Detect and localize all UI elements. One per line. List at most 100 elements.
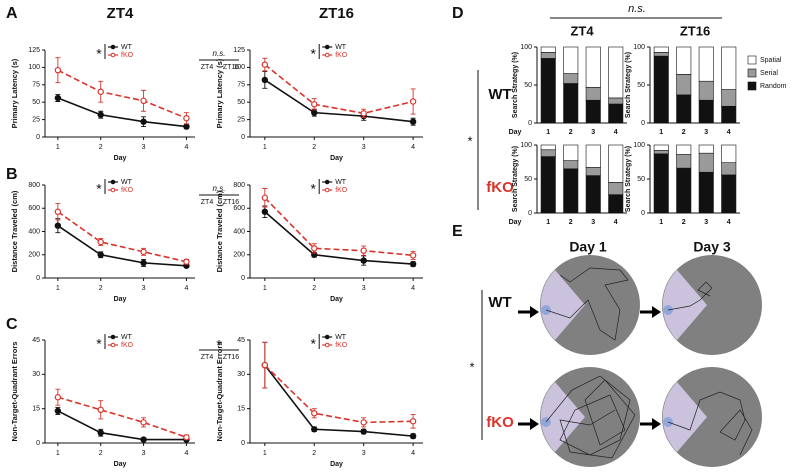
data-point — [54, 222, 62, 229]
y-tick-label: 200 — [233, 252, 245, 259]
y-tick-label: 75 — [32, 82, 40, 89]
bar-segment — [676, 94, 692, 124]
y-tick-label: 15 — [237, 406, 245, 413]
x-tick-label: 4 — [411, 285, 415, 292]
legend-label: fKO — [335, 52, 348, 59]
y-axis-label: Non-Target-Quadrant Errors — [10, 342, 19, 442]
y-tick-label: 0 — [36, 275, 40, 282]
x-axis-label: Day — [114, 155, 127, 162]
x-tick-label: 3 — [362, 450, 366, 457]
y-axis-label: Non-Target-Quadrant Errors — [215, 342, 224, 442]
significance: * — [96, 336, 102, 352]
y-tick-label: 0 — [241, 440, 245, 447]
data-point — [409, 260, 417, 268]
y-tick-label: 125 — [28, 47, 40, 54]
data-point — [183, 258, 190, 265]
y-tick-label: 30 — [237, 371, 245, 378]
bar-segment — [653, 150, 669, 155]
y-tick-label: 400 — [233, 228, 245, 235]
significance: * — [469, 359, 474, 374]
y-tick-label: 0 — [528, 120, 532, 127]
y-tick-label: 30 — [32, 371, 40, 378]
legend-label: Random — [760, 83, 787, 90]
bar-segment — [563, 46, 579, 74]
bar-segment — [608, 46, 624, 99]
comparison-label: n.s. — [213, 184, 226, 193]
data-point — [54, 208, 62, 215]
strategy-comparison: n.s. — [628, 3, 646, 15]
series-line — [57, 225, 187, 267]
data-point — [311, 426, 318, 433]
data-point — [360, 247, 367, 254]
significance: * — [310, 336, 316, 352]
column-label: Day 1 — [569, 239, 607, 255]
track-panel: Day 1 Day 3 WT fKO * — [469, 239, 762, 467]
data-point — [183, 123, 190, 130]
bar-segment — [585, 46, 601, 88]
legend-swatch — [747, 68, 757, 78]
y-tick-label: 0 — [36, 134, 40, 141]
series-line — [57, 97, 187, 128]
legend-marker — [324, 44, 330, 50]
row-label: WT — [488, 86, 511, 103]
legend-label: WT — [335, 334, 347, 341]
x-axis-label: Day — [509, 129, 522, 136]
series-line — [264, 211, 414, 265]
x-tick-label: 4 — [411, 450, 415, 457]
bar-segment — [721, 105, 737, 124]
bar-segment — [698, 144, 714, 154]
legend-marker — [324, 342, 330, 348]
data-point — [54, 94, 62, 102]
significance: * — [96, 181, 102, 197]
bar-segment — [676, 167, 692, 214]
significance: * — [310, 181, 316, 197]
bar-segment — [653, 52, 669, 57]
bar-segment — [698, 46, 714, 82]
bar-segment — [563, 83, 579, 124]
x-tick-label: 2 — [569, 129, 573, 136]
data-point — [409, 432, 417, 440]
bar-segment — [698, 80, 714, 101]
data-point — [97, 406, 104, 414]
data-point — [97, 88, 104, 95]
legend-label: WT — [121, 44, 133, 51]
legend-label: fKO — [121, 52, 134, 59]
data-point — [311, 101, 318, 108]
x-tick-label: 2 — [99, 144, 103, 151]
y-tick-label: 0 — [241, 134, 245, 141]
data-point — [97, 238, 104, 246]
bar-segment — [563, 168, 579, 214]
y-tick-label: 0 — [36, 440, 40, 447]
x-tick-label: 3 — [362, 285, 366, 292]
y-tick-label: 800 — [28, 182, 40, 189]
bar-segment — [676, 144, 692, 155]
pool — [540, 255, 640, 355]
significance: * — [96, 46, 102, 62]
chart-title: ZT16 — [319, 5, 354, 22]
bar-segment — [585, 99, 601, 124]
x-tick-label: 3 — [142, 144, 146, 151]
legend-marker — [324, 52, 330, 58]
bar-segment — [721, 174, 737, 214]
legend-marker — [324, 334, 330, 340]
comparison-label: * — [216, 337, 222, 353]
data-point — [261, 361, 269, 369]
bar-segment — [585, 144, 601, 168]
data-point — [409, 118, 417, 125]
bar-segment — [721, 162, 737, 176]
x-tick-label: 3 — [591, 129, 595, 136]
legend-marker — [110, 44, 116, 50]
comparison-group: ZT4 — [201, 199, 214, 206]
legend-marker — [110, 179, 116, 185]
data-point — [409, 418, 417, 425]
y-tick-label: 15 — [32, 406, 40, 413]
pool — [662, 367, 762, 467]
series-line — [57, 410, 187, 441]
x-tick-label: 3 — [591, 219, 595, 226]
bar-segment — [608, 194, 624, 214]
legend-marker — [110, 52, 116, 58]
data-point — [140, 259, 147, 267]
y-tick-label: 100 — [28, 64, 40, 71]
y-tick-label: 50 — [637, 82, 645, 89]
